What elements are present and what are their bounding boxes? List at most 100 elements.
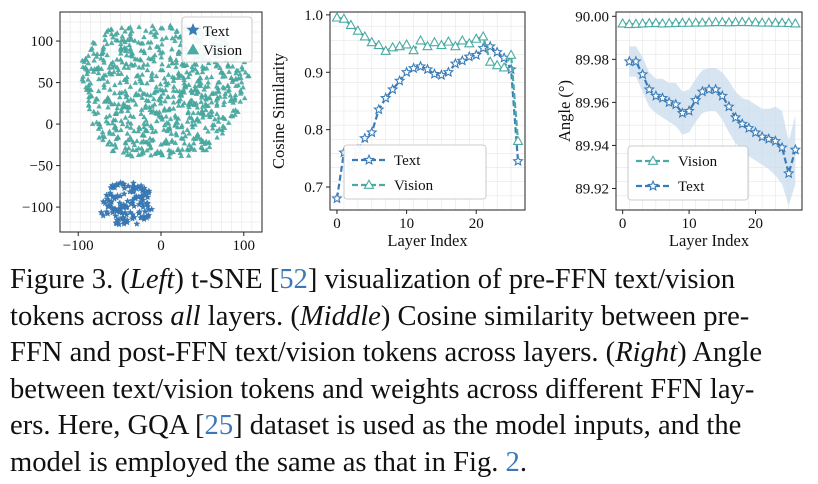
vision-point: [100, 46, 106, 52]
vision-point: [184, 118, 191, 124]
x-axis-label: Layer Index: [669, 231, 750, 250]
vision-point: [226, 119, 232, 125]
vision-point: [230, 99, 236, 105]
vision-point: [159, 41, 165, 47]
vision-point: [158, 54, 165, 60]
vision-point: [233, 75, 239, 81]
vision-point: [111, 124, 118, 130]
vision-point: [79, 76, 85, 82]
text-point: [689, 94, 702, 106]
vision-point: [770, 17, 781, 27]
vision-point: [110, 34, 116, 40]
vision-point: [723, 16, 735, 27]
vision-point: [114, 56, 120, 62]
vision-point: [123, 140, 129, 146]
caption-text: ) t-SNE [: [174, 264, 280, 295]
vision-point: [84, 71, 90, 77]
vision-point: [104, 78, 111, 84]
text-point: [139, 203, 147, 211]
vision-point: [121, 64, 127, 70]
vision-point: [456, 34, 468, 45]
vision-point: [239, 64, 245, 70]
vision-point: [110, 117, 117, 122]
text-point: [414, 60, 427, 72]
vision-point: [107, 86, 113, 92]
text-point: [776, 141, 788, 153]
vision-point: [198, 99, 204, 104]
vision-point: [101, 84, 107, 90]
vision-point: [187, 146, 193, 151]
vision-point: [141, 114, 147, 120]
text-point: [366, 126, 378, 138]
vision-point: [175, 74, 182, 80]
vision-point: [201, 86, 207, 92]
vision-point: [114, 64, 120, 70]
vision-point: [144, 128, 150, 134]
vision-point: [144, 80, 150, 86]
caption-text: between text/vision tokens and weights a…: [10, 373, 755, 405]
vision-point: [150, 108, 156, 113]
vision-point: [140, 138, 147, 143]
caption-text: tokens across: [10, 300, 171, 332]
vision-point: [175, 102, 182, 108]
vision-point: [148, 122, 154, 128]
vision-point: [208, 74, 215, 80]
text-point: [120, 190, 128, 197]
vision-point: [160, 90, 166, 96]
vision-point: [140, 64, 146, 70]
vision-point: [124, 37, 131, 43]
vision-point: [108, 26, 115, 32]
vision-point: [783, 17, 795, 28]
vision-point: [123, 148, 130, 153]
text-point: [129, 211, 137, 218]
vision-point: [229, 63, 236, 69]
text-point: [113, 192, 121, 199]
vision-point: [123, 52, 130, 58]
vision-point: [199, 103, 206, 109]
vision-point: [167, 105, 173, 111]
vision-point: [108, 31, 115, 37]
vision-point: [149, 23, 156, 29]
vision-point: [623, 18, 635, 29]
vision-point: [134, 138, 140, 144]
text-point: [736, 117, 748, 129]
vision-point: [233, 70, 239, 76]
vision-point: [202, 83, 209, 89]
vision-point: [216, 79, 223, 85]
vision-point: [170, 77, 177, 83]
text-point: [789, 143, 802, 155]
citation-link[interactable]: 25: [204, 410, 234, 442]
vision-point: [130, 147, 136, 152]
vision-point: [181, 89, 187, 95]
text-point: [769, 135, 782, 147]
vision-point: [237, 71, 243, 77]
vision-point: [190, 101, 197, 107]
vision-point: [86, 106, 93, 112]
vision-point: [192, 87, 198, 93]
vision-point: [165, 63, 172, 68]
x-tick-label: 0: [157, 238, 165, 254]
vision-point: [214, 111, 220, 116]
y-axis-label: Cosine Similarity: [269, 52, 288, 169]
y-tick-label: 50: [38, 76, 53, 92]
vision-point: [143, 117, 149, 123]
vision-point: [630, 18, 642, 28]
vision-point: [225, 88, 231, 94]
vision-point: [178, 153, 184, 159]
vision-point: [186, 114, 193, 120]
vision-point: [95, 70, 102, 76]
vision-point: [102, 37, 108, 42]
legend-vision-label: Vision: [678, 154, 718, 170]
legend-text-icon: [363, 153, 375, 166]
vision-point: [94, 51, 100, 56]
vision-point: [238, 75, 244, 80]
vision-point: [229, 79, 236, 84]
vision-point: [141, 34, 147, 40]
vision-point: [205, 60, 212, 66]
citation-link[interactable]: 2: [505, 446, 520, 478]
text-point: [120, 220, 128, 227]
vision-point: [100, 137, 106, 143]
citation-link[interactable]: 52: [279, 264, 308, 295]
legend-vision-icon: [647, 155, 659, 165]
